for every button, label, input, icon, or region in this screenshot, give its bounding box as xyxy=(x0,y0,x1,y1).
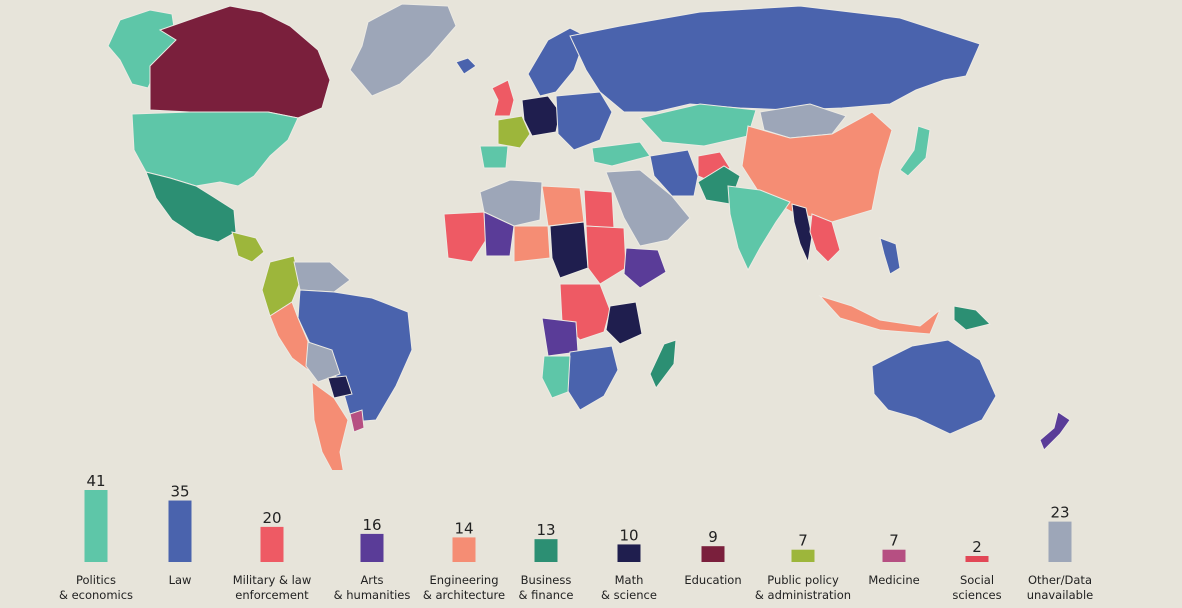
region-greenland xyxy=(349,3,457,97)
region-iran xyxy=(649,149,699,197)
legend-label-engineering: Engineering xyxy=(430,573,499,587)
legend-label-military: enforcement xyxy=(235,588,309,602)
region-iceland xyxy=(455,57,477,75)
legend-value-public_policy: 7 xyxy=(798,532,808,550)
legend-value-education: 9 xyxy=(708,528,718,546)
region-myanmar xyxy=(791,203,813,264)
legend-bar-engineering xyxy=(452,537,476,562)
region-russia xyxy=(569,5,981,113)
region-sudan xyxy=(585,225,627,285)
legend-value-engineering: 14 xyxy=(454,519,473,537)
region-argentina xyxy=(311,380,349,470)
legend-label-other: unavailable xyxy=(1027,588,1093,602)
legend-bar-public_policy xyxy=(791,549,815,562)
legend-label-engineering: & architecture xyxy=(423,588,505,602)
world-map xyxy=(107,3,1071,470)
region-indochina xyxy=(809,213,841,263)
legend-label-politics: & economics xyxy=(59,588,133,602)
region-australia xyxy=(871,339,997,435)
legend-label-public_policy: Public policy xyxy=(767,573,839,587)
region-venezuela xyxy=(293,261,351,293)
legend-label-social: sciences xyxy=(952,588,1001,602)
legend-value-politics: 41 xyxy=(86,472,105,490)
legend-bar-politics xyxy=(84,490,108,562)
region-namibia xyxy=(541,355,571,399)
legend-bar-arts xyxy=(360,533,384,562)
region-indonesia xyxy=(818,294,941,335)
legend-bar-law xyxy=(168,500,192,562)
region-niger xyxy=(513,225,551,263)
region-ethiopia xyxy=(623,247,667,289)
legend-value-other: 23 xyxy=(1050,504,1069,522)
legend-value-arts: 16 xyxy=(362,516,381,534)
region-madagascar xyxy=(649,339,677,389)
legend-label-education: Education xyxy=(684,573,741,587)
legend-label-medicine: Medicine xyxy=(868,573,919,587)
region-new-zealand xyxy=(1039,411,1071,451)
region-png xyxy=(953,305,991,331)
legend-bar-social xyxy=(965,556,989,562)
region-philippines xyxy=(879,237,901,275)
legend-label-math: & science xyxy=(601,588,657,602)
legend-label-public_policy: & administration xyxy=(755,588,851,602)
legend-value-social: 2 xyxy=(972,538,982,556)
legend-value-business: 13 xyxy=(536,521,555,539)
legend-value-military: 20 xyxy=(262,509,281,527)
legend-label-arts: Arts xyxy=(360,573,383,587)
legend-label-social: Social xyxy=(960,573,994,587)
legend-bar-math xyxy=(617,544,641,562)
legend-value-law: 35 xyxy=(170,483,189,501)
region-india xyxy=(727,185,791,272)
legend-label-business: Business xyxy=(521,573,572,587)
region-france xyxy=(497,115,531,149)
region-mali xyxy=(483,211,515,257)
region-turkey xyxy=(591,141,651,167)
legend-bar-business xyxy=(534,539,558,562)
region-middle-east xyxy=(605,169,691,247)
region-central-america xyxy=(231,231,265,263)
legend-label-arts: & humanities xyxy=(334,588,411,602)
legend-label-other: Other/Data xyxy=(1028,573,1092,587)
region-spain xyxy=(479,145,509,169)
legend-bar-military xyxy=(260,526,284,562)
region-chad xyxy=(549,221,589,279)
legend-value-math: 10 xyxy=(619,526,638,544)
legend-label-math: Math xyxy=(615,573,644,587)
region-mexico xyxy=(145,171,237,243)
region-tanzania xyxy=(605,301,643,345)
legend-label-military: Military & law xyxy=(233,573,312,587)
legend-bar-medicine xyxy=(882,549,906,562)
region-uk xyxy=(491,79,515,117)
legend-label-business: & finance xyxy=(519,588,574,602)
legend-label-politics: Politics xyxy=(76,573,116,587)
region-uruguay xyxy=(349,409,365,433)
legend-value-medicine: 7 xyxy=(889,532,899,550)
legend-bar-education xyxy=(701,546,725,562)
region-japan xyxy=(899,125,931,177)
region-canada xyxy=(149,5,331,119)
legend-label-law: Law xyxy=(169,573,192,587)
region-west-africa xyxy=(443,211,487,263)
region-paraguay xyxy=(327,375,353,399)
region-central-europe xyxy=(521,95,561,137)
legend-bar-other xyxy=(1048,521,1072,562)
